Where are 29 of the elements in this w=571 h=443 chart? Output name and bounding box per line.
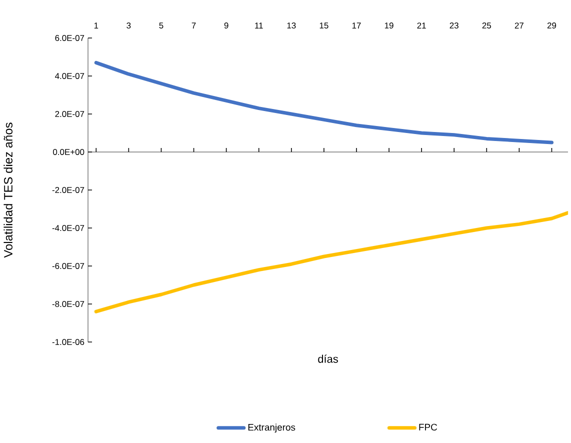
legend-label: FPC	[419, 424, 438, 431]
y-tick-label: 0.0E+00	[53, 149, 84, 155]
x-tick-label: 3	[126, 22, 131, 28]
x-tick-label: 19	[384, 22, 394, 28]
x-tick-label: 27	[514, 22, 524, 28]
x-tick-label: 1	[94, 22, 98, 28]
y-tick-label: 2.0E-07	[55, 111, 84, 117]
y-tick-label: -8.0E-07	[52, 301, 84, 307]
x-tick-label: 7	[192, 22, 196, 28]
x-tick-label: 5	[159, 22, 164, 28]
x-tick-label: 17	[352, 22, 361, 28]
x-tick-label: 23	[450, 22, 458, 28]
x-tick-label: 11	[255, 22, 263, 28]
y-tick-label: -2.0E-07	[52, 187, 84, 193]
y-tick-label: -4.0E-07	[52, 225, 84, 231]
x-tick-label: 29	[547, 22, 556, 28]
y-tick-label: 4.0E-07	[55, 73, 84, 79]
y-tick-label: 6.0E-07	[55, 35, 84, 41]
x-tick-label: 21	[417, 22, 426, 28]
x-tick-label: 15	[320, 22, 328, 28]
line-series	[94, 211, 568, 314]
y-axis-title: Volatilidad TES diez años	[4, 122, 12, 258]
x-tick-label: 25	[482, 22, 492, 28]
y-tick-label: -1.0E-06	[52, 339, 84, 345]
x-tick-label: 9	[224, 22, 228, 28]
legend-label: Extranjeros	[248, 424, 296, 433]
x-axis-title: días	[318, 354, 338, 363]
y-tick-label: -6.0E-07	[52, 263, 84, 269]
x-tick-label: 13	[287, 22, 296, 28]
